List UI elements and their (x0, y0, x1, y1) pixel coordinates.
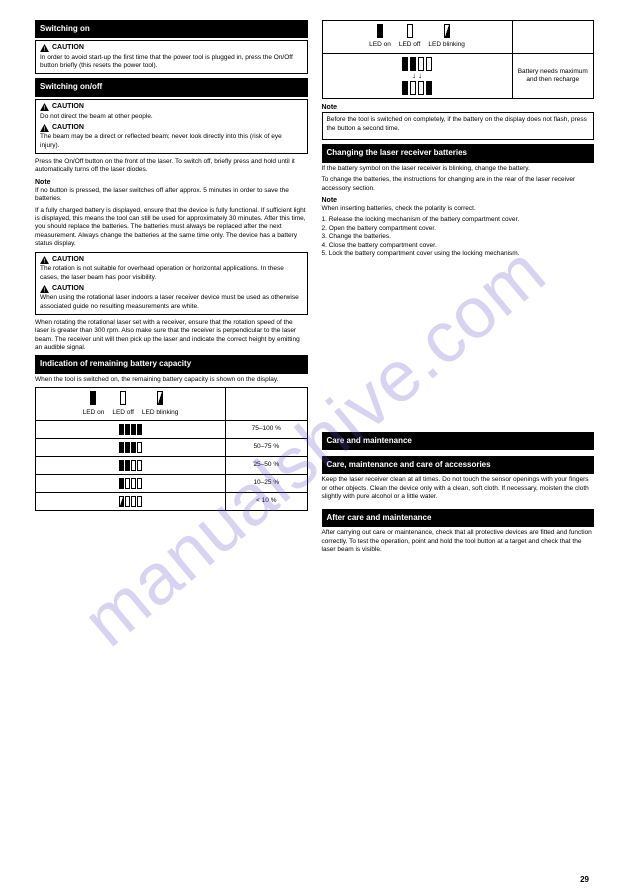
note-box: Before the tool is switched on completel… (322, 112, 595, 140)
battery-table-2: LED on LED off LED blinking ↓↓ Battery n… (322, 20, 595, 99)
led-seq-row (326, 57, 509, 71)
led-row (39, 460, 222, 471)
note-text: Before the tool is switched on completel… (327, 116, 590, 133)
body-text: Press the On/Off button on the front of … (35, 158, 308, 175)
body-text: To change the batteries, the instruction… (322, 176, 595, 193)
note-text: If no button is pressed, the laser switc… (35, 187, 308, 204)
led-row (39, 424, 222, 435)
warning-icon: ! (40, 44, 49, 52)
arrow-down-icon: ↓ (412, 71, 416, 81)
led-row (39, 478, 222, 489)
body-text: If a fully charged battery is displayed,… (35, 207, 308, 249)
body-text: If the battery symbol on the laser recei… (322, 165, 595, 173)
warning-icon: ! (40, 103, 49, 111)
svg-text:!: ! (44, 258, 46, 264)
arrow-down-icon: ↓ (418, 71, 422, 81)
led-row (39, 496, 222, 507)
led-row (39, 442, 222, 453)
section-switching-onoff-header: Switching on/off (35, 78, 308, 96)
body-text: Keep the laser receiver clean at all tim… (322, 476, 595, 501)
numbered-steps: 1. Release the locking mechanism of the … (322, 216, 595, 258)
left-column: Switching on ! CAUTION In order to avoid… (35, 20, 308, 557)
section-care-sub-header: Care, maintenance and care of accessorie… (322, 456, 595, 474)
body-text: When rotating the rotational laser set w… (35, 319, 308, 353)
caution-title: CAUTION (52, 44, 84, 51)
warning-icon: ! (40, 285, 49, 293)
caution-text: The beam may be a direct or reflected be… (40, 133, 303, 149)
svg-text:!: ! (44, 126, 46, 132)
svg-text:!: ! (44, 47, 46, 53)
section-care-header: Care and maintenance (322, 432, 595, 450)
caution-text: Do not direct the beam at other people. (40, 113, 303, 121)
section-changing-batteries-header: Changing the laser receiver batteries (322, 144, 595, 162)
two-column-layout: Switching on ! CAUTION In order to avoid… (35, 20, 594, 557)
caution-text: When using the rotational laser indoors … (40, 294, 303, 310)
note-title: Note (35, 178, 308, 187)
caution-box-1: ! CAUTION In order to avoid start-up the… (35, 40, 308, 74)
section-switching-on-header: Switching on (35, 20, 308, 38)
caution-title: CAUTION (52, 256, 84, 263)
battery-table-1: LED on LED off LED blinking 75–100 % 50–… (35, 387, 308, 511)
caution-text: In order to avoid start-up the first tim… (40, 54, 303, 70)
body-text: When the tool is switched on, the remain… (35, 376, 308, 384)
svg-text:!: ! (44, 105, 46, 111)
warning-icon: ! (40, 124, 49, 132)
caution-text: The rotation is not suitable for overhea… (40, 265, 303, 281)
svg-text:!: ! (44, 287, 46, 293)
caution-title: CAUTION (52, 124, 84, 131)
note-text: When inserting batteries, check the pola… (322, 205, 595, 213)
caution-box-3: ! CAUTION The rotation is not suitable f… (35, 252, 308, 315)
body-text: After carrying out care or maintenance, … (322, 529, 595, 554)
section-battery-header: Indication of remaining battery capacity (35, 355, 308, 373)
page-number: 29 (580, 875, 589, 885)
caution-box-2: ! CAUTION Do not direct the beam at othe… (35, 99, 308, 154)
right-column: LED on LED off LED blinking ↓↓ Battery n… (322, 20, 595, 557)
note-title: Note (322, 196, 595, 205)
led-seq-row (326, 81, 509, 95)
section-aftercare-header: After care and maintenance (322, 509, 595, 527)
caution-title: CAUTION (52, 103, 84, 110)
warning-icon: ! (40, 256, 49, 264)
note-title: Note (322, 103, 595, 112)
caution-title: CAUTION (52, 285, 84, 292)
